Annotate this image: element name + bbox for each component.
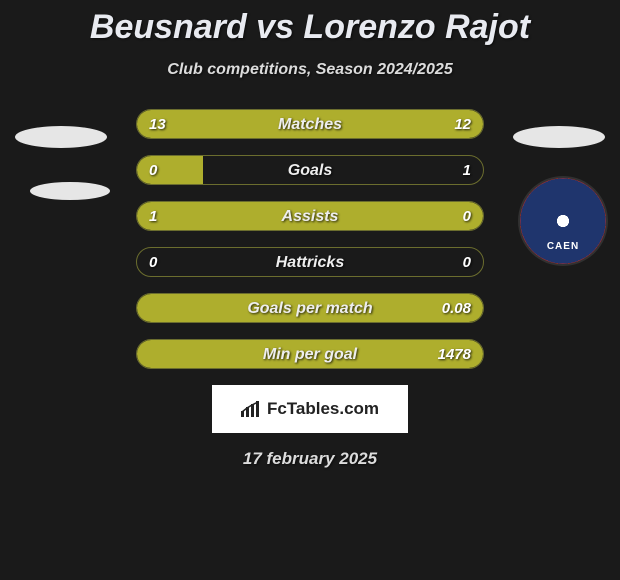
stat-label: Min per goal [137,340,483,369]
fctables-watermark: FcTables.com [212,385,408,433]
stat-value-right: 1478 [438,340,471,369]
fctables-label: FcTables.com [267,399,379,419]
stat-label: Goals per match [137,294,483,323]
stat-value-right: 1 [463,156,471,185]
stat-value-right: 12 [454,110,471,139]
stat-label: Goals [137,156,483,185]
stat-value-right: 0.08 [442,294,471,323]
stat-value-right: 0 [463,248,471,277]
stat-row: 13Matches12 [136,109,484,139]
comparison-chart: 13Matches120Goals11Assists00Hattricks0Go… [0,109,620,369]
page-title: Beusnard vs Lorenzo Rajot [0,0,620,47]
stat-row: 0Goals1 [136,155,484,185]
fctables-icon [241,401,261,417]
stat-value-right: 0 [463,202,471,231]
subtitle: Club competitions, Season 2024/2025 [0,61,620,79]
stat-label: Assists [137,202,483,231]
stat-label: Hattricks [137,248,483,277]
stat-row: 0Hattricks0 [136,247,484,277]
date-label: 17 february 2025 [0,449,620,469]
stat-row: Goals per match0.08 [136,293,484,323]
stat-row: 1Assists0 [136,201,484,231]
stat-label: Matches [137,110,483,139]
stat-row: Min per goal1478 [136,339,484,369]
